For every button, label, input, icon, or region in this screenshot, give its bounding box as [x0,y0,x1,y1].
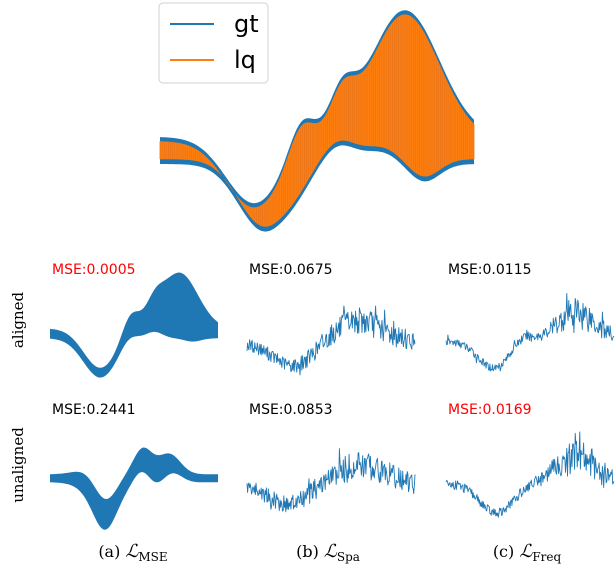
caption-mse: (a) ℒMSE [98,541,167,564]
mse-label-unaligned-0: MSE:0.2441 [52,402,136,418]
caption-spa: (b) ℒSpa [296,541,360,564]
caption-subscript: MSE [138,550,167,564]
row-label-unaligned: unaligned [9,427,27,503]
signal-band [50,272,218,378]
caption-prefix: (b) [296,542,324,561]
series-lq-band [160,14,474,227]
signal-band [50,447,218,530]
caption-subscript: Spa [337,550,360,564]
mse-label-aligned-2: MSE:0.0115 [448,262,532,278]
signal-line [445,293,615,372]
overview-plot [159,10,475,232]
mse-label-unaligned-1: MSE:0.0853 [249,402,333,418]
caption-subscript: Freq [532,550,561,564]
legend-label-gt: gt [234,10,259,38]
panel-aligned-1 [246,305,416,376]
signal-line [445,431,615,518]
row-label-aligned: aligned [9,291,27,348]
signal-line [246,448,416,513]
mse-label-aligned-1: MSE:0.0675 [249,262,333,278]
panel-unaligned-2 [445,431,615,518]
signal-line [246,305,416,376]
panel-aligned-2 [445,293,615,372]
caption-freq: (c) ℒFreq [493,541,562,564]
mse-label-unaligned-2: MSE:0.0169 [448,402,532,418]
panel-unaligned-1 [246,448,416,513]
legend-label-lq: lq [234,46,256,74]
caption-symbol: ℒ [125,541,139,562]
panel-unaligned-0 [50,447,218,530]
caption-symbol: ℒ [324,541,338,562]
mse-label-aligned-0: MSE:0.0005 [52,262,136,278]
legend: gt lq [158,2,269,84]
caption-symbol: ℒ [519,541,533,562]
caption-prefix: (c) [493,542,520,561]
caption-prefix: (a) [98,542,125,561]
panel-aligned-0 [50,272,218,378]
